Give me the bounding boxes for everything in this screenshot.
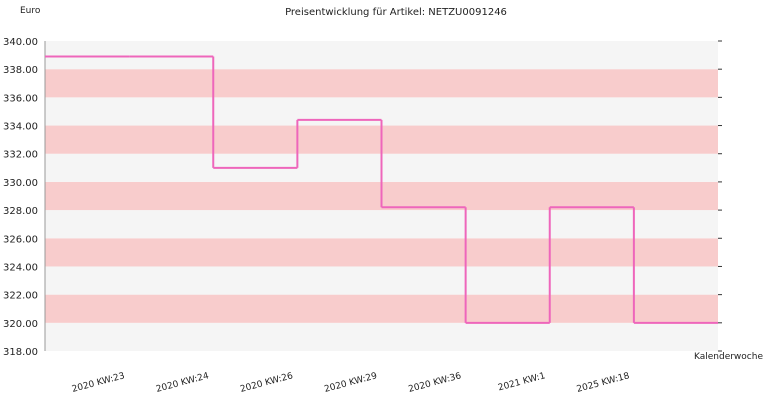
chart-title: Preisentwicklung für Artikel: NETZU00912… (285, 7, 507, 18)
y-tick-label: 340.00 (3, 37, 38, 48)
y-tick-label: 338.00 (3, 65, 38, 76)
background-band (45, 238, 718, 267)
background-band (45, 322, 718, 351)
x-tick-label: 2020 KW:36 (407, 371, 462, 395)
x-tick-label: 2020 KW:24 (155, 371, 210, 395)
background-band (45, 69, 718, 98)
y-tick-label: 320.00 (3, 319, 38, 330)
x-tick-label: 2021 KW:1 (497, 371, 546, 393)
y-tick-label: 336.00 (3, 93, 38, 104)
background-band (45, 41, 718, 70)
y-tick-label: 322.00 (3, 291, 38, 302)
y-tick-label: 326.00 (3, 234, 38, 245)
x-axis-label: Kalenderwoche (694, 352, 763, 362)
background-band (45, 294, 718, 323)
y-tick-label: 318.00 (3, 347, 38, 358)
x-tick-label: 2020 KW:23 (71, 371, 126, 395)
x-tick-label: 2020 KW:26 (239, 371, 294, 395)
y-tick-label: 334.00 (3, 122, 38, 133)
background-band (45, 210, 718, 239)
y-axis-label: Euro (20, 6, 41, 16)
y-tick-label: 328.00 (3, 206, 38, 217)
y-tick-label: 330.00 (3, 178, 38, 189)
background-band (45, 266, 718, 295)
y-tick-label: 332.00 (3, 150, 38, 161)
x-tick-label: 2020 KW:29 (323, 371, 378, 395)
y-tick-label: 324.00 (3, 262, 38, 273)
x-tick-label: 2025 KW:18 (576, 371, 631, 395)
